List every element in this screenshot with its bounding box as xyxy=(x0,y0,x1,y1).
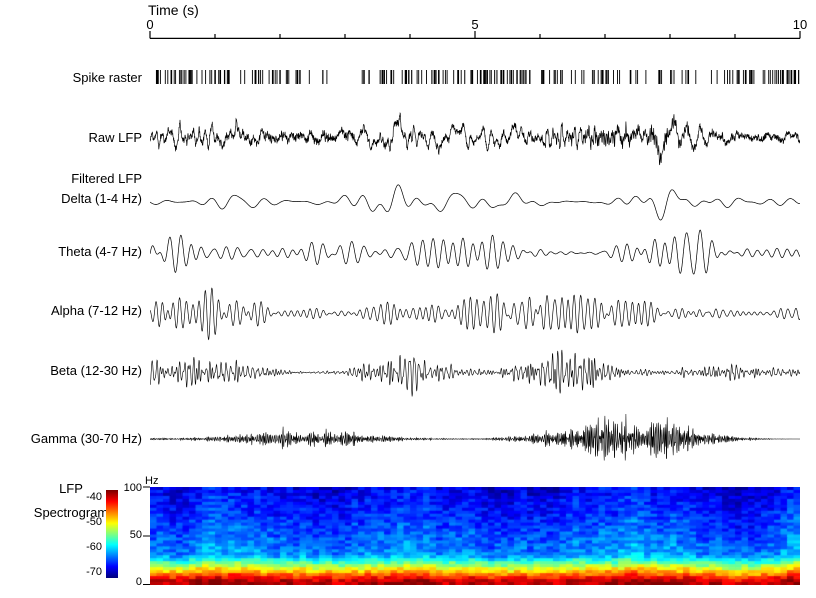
time-tick-label-0: 0 xyxy=(146,17,154,32)
label-theta: Theta (4-7 Hz) xyxy=(58,244,142,259)
raw-lfp-trace xyxy=(150,112,800,166)
label-delta: Delta (1-4 Hz) xyxy=(61,191,142,206)
alpha-trace xyxy=(150,287,800,341)
label-spike-raster: Spike raster xyxy=(72,70,142,85)
label-lfp: LFP xyxy=(59,481,83,496)
delta-trace xyxy=(150,184,800,221)
label-alpha: Alpha (7-12 Hz) xyxy=(50,303,142,318)
label-raw-lfp: Raw LFP xyxy=(88,130,142,145)
label-gamma: Gamma (30-70 Hz) xyxy=(30,431,142,446)
label-spectrogram: Spectrogram xyxy=(33,505,109,520)
freq-tick-label-50: 50 xyxy=(129,529,142,541)
freq-axis-ticks xyxy=(143,486,150,585)
spectrogram-heatmap xyxy=(150,487,800,585)
label-filtered-lfp: Filtered LFP xyxy=(71,171,142,186)
beta-trace xyxy=(150,349,800,397)
time-axis xyxy=(149,31,801,39)
colorbar-tick-label-40: -40 xyxy=(86,491,102,503)
time-tick-label-10: 10 xyxy=(792,17,808,32)
colorbar-tick-label-70: -70 xyxy=(86,566,102,578)
time-axis-title: Time (s) xyxy=(148,2,199,18)
colorbar xyxy=(106,490,118,578)
freq-tick-label-0: 0 xyxy=(135,576,142,588)
freq-axis-unit: Hz xyxy=(145,475,159,487)
label-beta: Beta (12-30 Hz) xyxy=(50,363,142,378)
spike-raster-plot xyxy=(155,70,800,84)
freq-tick-label-100: 100 xyxy=(123,482,142,494)
time-tick-label-5: 5 xyxy=(471,17,479,32)
colorbar-tick-label-60: -60 xyxy=(86,541,102,553)
gamma-trace xyxy=(150,413,800,461)
theta-trace xyxy=(150,229,800,275)
colorbar-tick-label-50: -50 xyxy=(86,516,102,528)
